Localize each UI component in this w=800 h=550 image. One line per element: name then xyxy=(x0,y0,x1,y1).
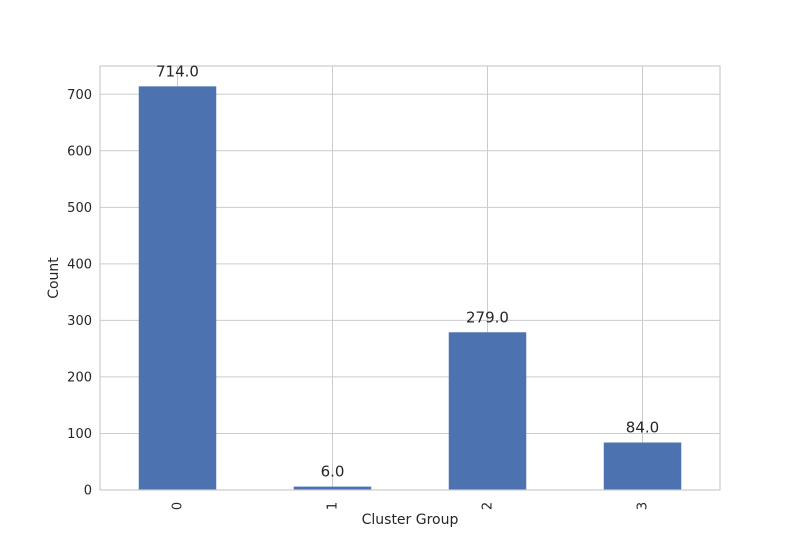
x-tick-labels: 0 1 2 3 xyxy=(171,502,651,510)
y-tick-label: 300 xyxy=(67,314,92,329)
x-tick-label: 2 xyxy=(481,502,496,510)
data-label: 714.0 xyxy=(156,62,199,80)
data-label: 279.0 xyxy=(466,308,509,326)
y-tick-labels: 0 100 200 300 400 500 600 700 xyxy=(67,88,92,499)
bar-cluster-2 xyxy=(448,332,527,490)
data-labels: 714.0 6.0 279.0 84.0 xyxy=(156,62,659,480)
y-tick-label: 200 xyxy=(67,370,92,385)
plot-area: 0 100 200 300 400 500 600 700 0 1 2 3 714.0 6.0 279.… xyxy=(67,62,721,510)
x-axis-label: Cluster Group xyxy=(362,512,459,528)
bar-cluster-1 xyxy=(293,486,372,490)
bar-cluster-0 xyxy=(138,86,217,491)
y-tick-label: 700 xyxy=(67,88,92,103)
x-tick-label: 1 xyxy=(326,502,341,510)
x-tick-label: 3 xyxy=(636,502,651,510)
data-label: 84.0 xyxy=(626,419,659,437)
y-tick-label: 600 xyxy=(67,144,92,159)
y-tick-label: 100 xyxy=(67,427,92,442)
bar-cluster-3 xyxy=(603,442,682,490)
plot-frame xyxy=(99,65,721,491)
y-axis-label: Count xyxy=(46,257,62,299)
y-tick-label: 400 xyxy=(67,257,92,272)
x-tick-label: 0 xyxy=(171,502,186,510)
bars-layer xyxy=(138,86,682,491)
data-label: 6.0 xyxy=(321,463,345,481)
y-tick-label: 0 xyxy=(84,484,92,499)
y-tick-label: 500 xyxy=(67,201,92,216)
